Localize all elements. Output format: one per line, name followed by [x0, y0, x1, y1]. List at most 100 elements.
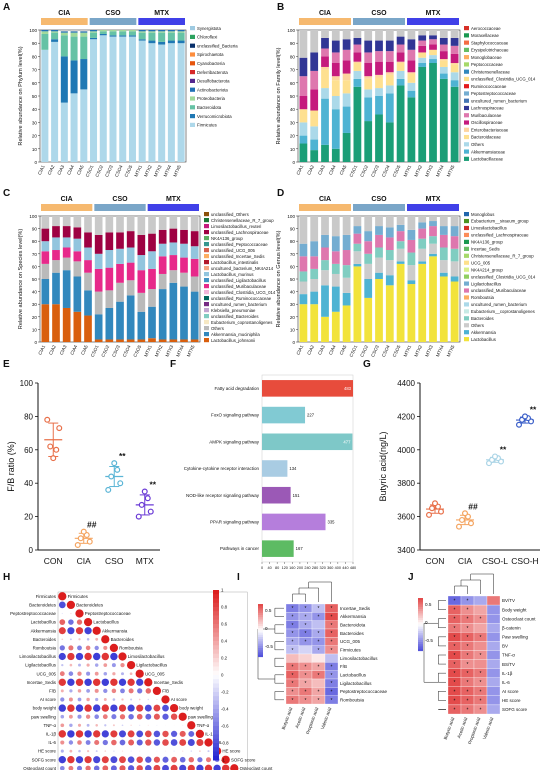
- bar-segment: [396, 263, 405, 342]
- group-bar: [299, 204, 351, 211]
- legend-label: Actinobacteriota: [197, 87, 228, 92]
- bar-segment: [105, 307, 114, 340]
- legend-swatch: [464, 69, 469, 74]
- x-tick-label: MTX3: [424, 164, 434, 178]
- significance-star: *: [480, 617, 482, 623]
- legend-label: Deferribacterota: [197, 70, 228, 75]
- bar-segment: [80, 32, 88, 37]
- color-scale-step: [213, 636, 219, 642]
- bar-segment: [148, 43, 156, 163]
- correlation-dot: [112, 672, 116, 676]
- correlation-dot: [126, 660, 136, 670]
- bar-segment: [80, 89, 88, 162]
- legend-label: Eubacterium__siraeum_group: [471, 219, 529, 224]
- correlation-dot: [153, 739, 161, 746]
- bar: [262, 433, 353, 451]
- x-tick-label: CSO4: [381, 164, 391, 178]
- correlation-dot: [85, 645, 91, 651]
- correlation-dot: [67, 730, 75, 738]
- correlation-dot: [207, 750, 210, 753]
- bar-segment: [169, 270, 178, 283]
- bar-segment: [375, 247, 383, 258]
- bar-segment: [158, 31, 166, 33]
- correlation-dot: [61, 638, 64, 641]
- bar-segment: [321, 30, 329, 38]
- correlation-dot: [92, 652, 101, 661]
- bar-segment: [331, 52, 340, 63]
- x-tick-label: CSO5: [392, 164, 402, 178]
- correlation-dot: [197, 757, 203, 763]
- value-label: 477: [343, 439, 351, 444]
- legend-swatch: [464, 105, 469, 111]
- x-tick-label: MTX4: [163, 164, 173, 178]
- legend-label: Muribaculaceae: [471, 113, 502, 118]
- significance-star: *: [331, 665, 333, 671]
- bar-segment: [41, 33, 49, 50]
- diagonal-label: F/B: [162, 689, 169, 694]
- legend-swatch: [464, 302, 469, 307]
- color-scale-step: [418, 631, 423, 634]
- correlation-dot: [196, 764, 204, 770]
- correlation-dot: [77, 723, 82, 727]
- group-label: CSO: [112, 196, 128, 203]
- y-tick-label: 50: [32, 94, 38, 99]
- x-tick-label: 480: [350, 566, 356, 570]
- diagonal-label: AI score: [171, 697, 188, 702]
- bar-segment: [158, 289, 167, 340]
- data-point: [144, 495, 151, 502]
- significance-star: *: [331, 648, 333, 654]
- bar-segment: [321, 69, 329, 89]
- correlation-dot: [162, 730, 169, 738]
- correlation-dot: [121, 672, 124, 676]
- color-scale-step: [213, 658, 219, 663]
- correlation-dot: [127, 765, 135, 770]
- bar-segment: [105, 232, 114, 251]
- x-tick-label: CIA5: [76, 164, 85, 176]
- row-label: BS/TV: [502, 662, 515, 667]
- color-scale-step: [258, 652, 263, 655]
- correlation-dot: [196, 738, 204, 747]
- bar-segment: [51, 39, 59, 42]
- correlation-dot: [153, 713, 160, 720]
- bar-segment: [375, 279, 383, 342]
- legend-swatch: [464, 156, 469, 161]
- bar-segment: [177, 31, 185, 33]
- bar-segment: [385, 275, 394, 286]
- row-label: Incertae_Sedis: [27, 680, 57, 685]
- y-axis-label: Butyric acid(ng/L): [378, 431, 388, 501]
- bar-segment: [310, 291, 319, 305]
- correlation-dot: [84, 652, 92, 661]
- row-label: UCG_005: [36, 671, 56, 676]
- legend-label: unclassified_Muribaculaceae: [211, 284, 267, 289]
- bar-segment: [450, 80, 459, 87]
- bar-segment: [396, 261, 405, 264]
- legend-label: Moraxellaceae: [471, 33, 500, 38]
- data-point: [459, 516, 466, 523]
- correlation-dot: [83, 617, 93, 627]
- correlation-dot: [61, 663, 64, 667]
- correlation-dot: [58, 730, 67, 738]
- significance-star: *: [318, 665, 320, 671]
- column-label: Acetic acid: [456, 716, 468, 739]
- bar-segment: [321, 234, 329, 248]
- x-tick-label: 320: [319, 566, 325, 570]
- legend-swatch: [190, 43, 195, 48]
- significance-star: *: [331, 690, 333, 696]
- correlation-dot: [58, 652, 66, 661]
- bar-segment: [364, 263, 373, 279]
- significance-star: *: [305, 623, 307, 629]
- legend-label: Limosilactobacillus: [471, 226, 507, 231]
- bar-segment: [331, 216, 340, 237]
- x-tick-label: 120: [282, 566, 288, 570]
- correlation-dot: [162, 704, 169, 712]
- bar-segment: [364, 253, 373, 264]
- x-tick-label: CSO1: [85, 164, 95, 178]
- column-dendrogram-branch: [460, 579, 481, 594]
- correlation-dot: [67, 652, 75, 661]
- y-tick-label: 0: [34, 340, 37, 345]
- row-dendrogram-branch: [274, 657, 284, 667]
- value-label: 335: [328, 520, 336, 525]
- legend-swatch: [204, 302, 209, 307]
- row-label: IL-1β: [502, 671, 513, 676]
- heatmap-cell: [486, 695, 501, 706]
